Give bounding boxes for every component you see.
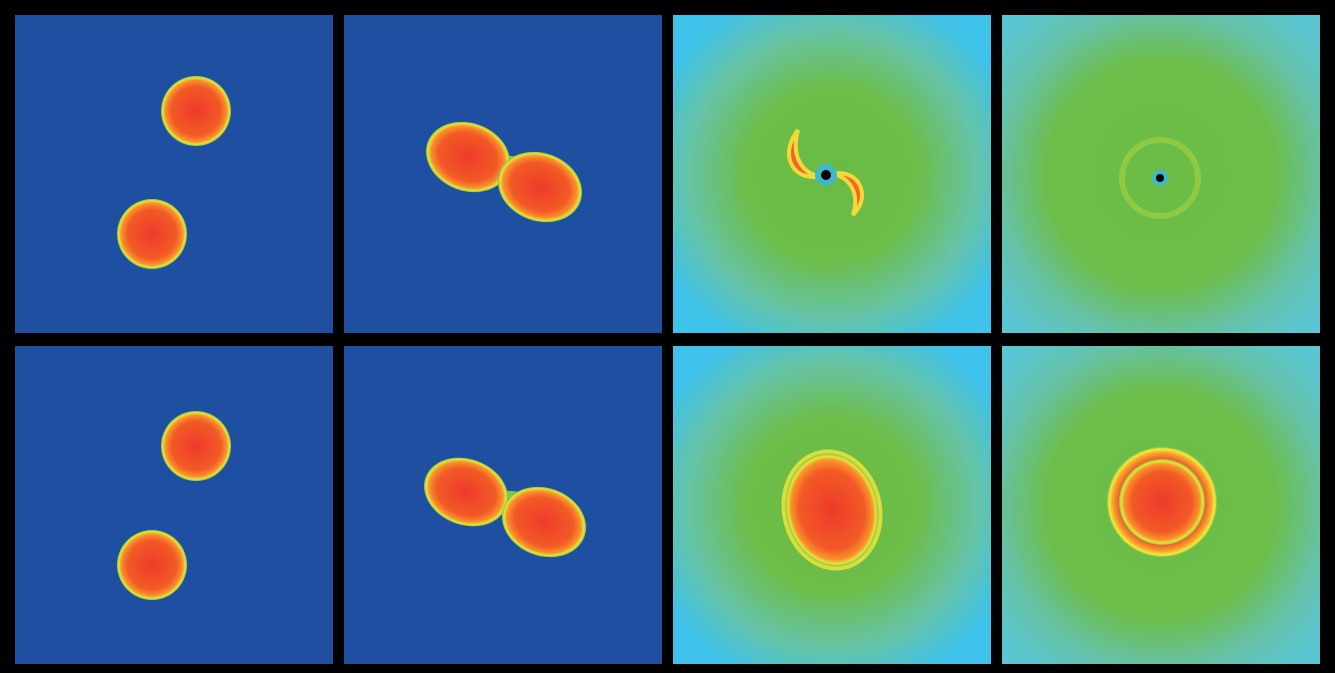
panel [673, 346, 991, 664]
panel-background [15, 346, 333, 664]
star [161, 76, 231, 146]
black-hole [1156, 174, 1164, 182]
panel [673, 15, 991, 333]
star [117, 199, 187, 269]
figure [0, 0, 1335, 673]
panel [344, 346, 662, 664]
panel [15, 346, 333, 664]
panel [344, 15, 662, 333]
panel [15, 15, 333, 333]
panel [1002, 15, 1320, 333]
star [161, 411, 231, 481]
star [117, 530, 187, 600]
panel [1002, 346, 1320, 664]
page: (() => { const data = JSON.parse(documen… [0, 0, 1335, 673]
black-hole [821, 170, 831, 180]
remnant [1119, 459, 1205, 545]
panel-background [15, 15, 333, 333]
